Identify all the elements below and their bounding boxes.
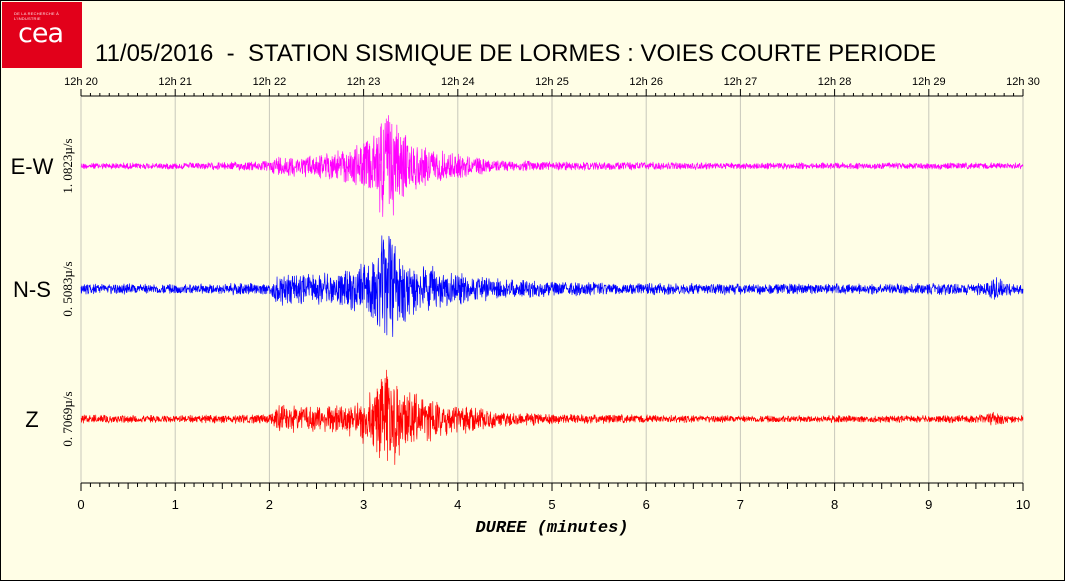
trace-n-s (80, 235, 1024, 337)
scale-label: 1. 0823µ/s (60, 138, 75, 193)
top-axis-tick-label: 12h 29 (912, 76, 946, 88)
scale-label: 0. 7069µ/s (60, 391, 75, 446)
top-axis-tick-label: 12h 20 (64, 76, 98, 88)
x-axis-tick-label: 5 (548, 497, 555, 512)
top-axis-tick-label: 12h 30 (1006, 76, 1040, 88)
top-axis-tick-label: 12h 22 (253, 76, 287, 88)
x-axis-tick-label: 8 (831, 497, 838, 512)
channel-label: E-W (11, 154, 54, 179)
channel-label: N-S (13, 277, 51, 302)
cea-logo: DE LA RECHERCHE À L'INDUSTRIE cea (2, 2, 82, 68)
logo-wordmark: cea (18, 18, 64, 49)
trace-z (80, 369, 1024, 465)
x-axis-tick-label: 10 (1016, 497, 1030, 512)
top-axis-tick-label: 12h 28 (818, 76, 852, 88)
top-axis-tick-label: 12h 26 (629, 76, 663, 88)
top-axis-tick-label: 12h 27 (724, 76, 758, 88)
x-axis-label: DUREE (minutes) (475, 519, 628, 538)
top-axis-tick-label: 12h 21 (158, 76, 192, 88)
chart-title: 11/05/2016 - STATION SISMIQUE DE LORMES … (95, 40, 937, 67)
top-axis-tick-label: 12h 25 (535, 76, 569, 88)
channel-label: Z (25, 407, 38, 432)
x-axis-tick-label: 1 (172, 497, 179, 512)
x-axis-tick-label: 0 (77, 497, 84, 512)
logo-tagline: DE LA RECHERCHE À L'INDUSTRIE (14, 11, 59, 21)
top-axis-tick-label: 12h 23 (347, 76, 381, 88)
x-axis-tick-label: 2 (266, 497, 273, 512)
x-axis-tick-label: 9 (925, 497, 932, 512)
x-axis-tick-label: 7 (737, 497, 744, 512)
scale-label: 0. 5083µ/s (60, 261, 75, 316)
x-axis-tick-label: 6 (643, 497, 650, 512)
top-axis-tick-label: 12h 24 (441, 76, 475, 88)
x-axis-tick-label: 3 (360, 497, 367, 512)
trace-e-w (80, 115, 1024, 217)
x-axis-tick-label: 4 (454, 497, 461, 512)
